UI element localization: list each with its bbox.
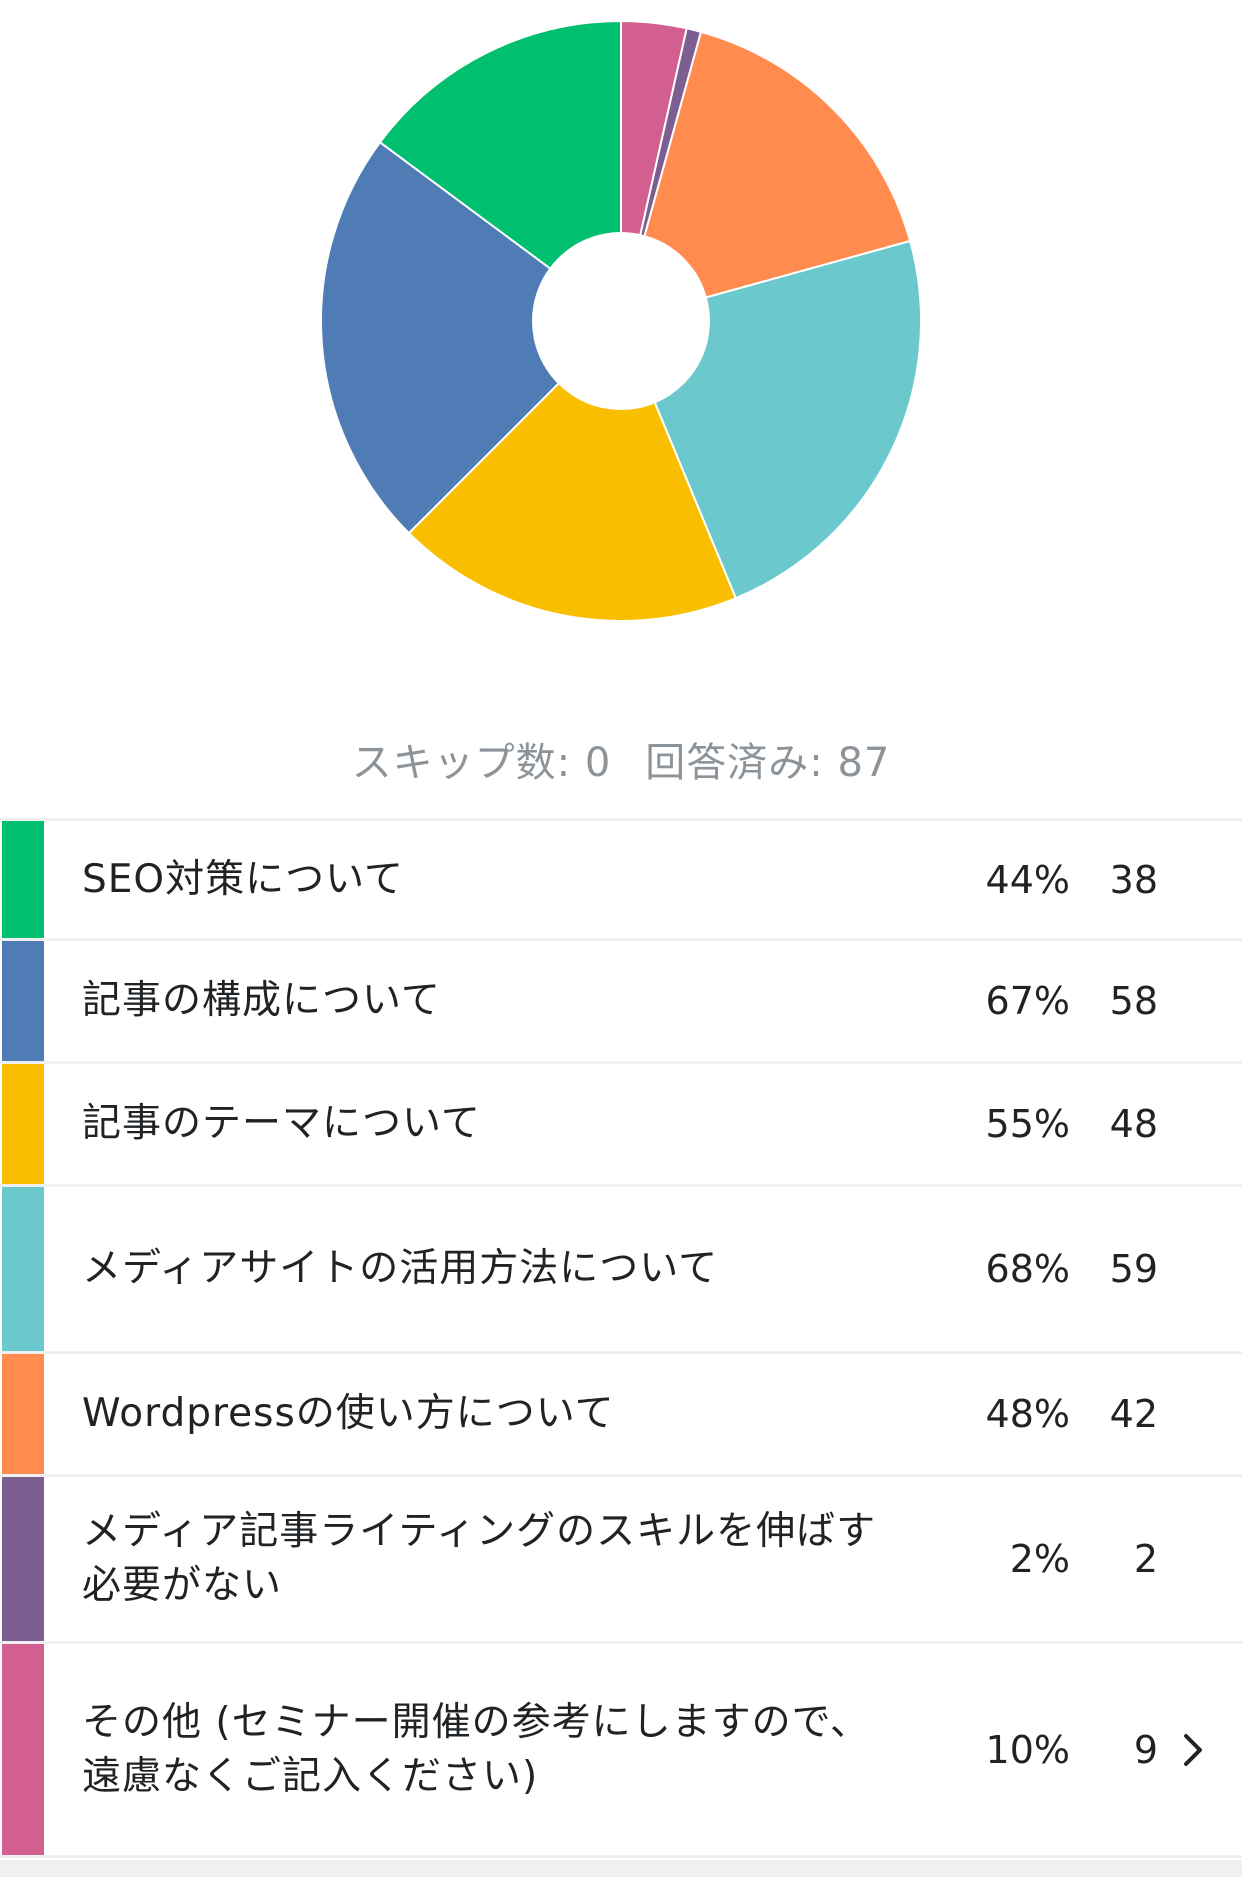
skipped-count: スキップ数: 0 (351, 740, 612, 786)
pie-slice (378, 19, 622, 323)
legend-swatch (2, 1477, 44, 1641)
answer-label: メディア記事ライティングのスキルを伸ばす 必要がない (82, 1509, 877, 1608)
pie-slice (619, 30, 912, 323)
answer-label: SEO対策について (82, 856, 404, 902)
pie-slice (320, 140, 623, 535)
legend-swatch (2, 1354, 44, 1474)
answer-count: 58 (1109, 979, 1158, 1023)
answer-percentage: 10% (985, 1727, 1070, 1772)
answer-label: 記事の構成について (82, 978, 441, 1023)
answer-percentage: 68% (985, 1247, 1070, 1291)
answer-label: メディアサイトの活用方法について (82, 1246, 719, 1291)
answer-label: 記事のテーマについて (82, 1101, 481, 1146)
table-row-other[interactable]: その他 (セミナー開催の参考にしますので、 遠慮なくご記入ください) 10% 9 (0, 1644, 1242, 1858)
response-summary: スキップ数: 0 回答済み: 87 (0, 730, 1242, 788)
answer-count: 2 (1133, 1537, 1158, 1581)
answer-percentage: 44% (985, 857, 1070, 902)
answer-label: その他 (セミナー開催の参考にしますので、 遠慮なくご記入ください) (82, 1699, 871, 1799)
legend-swatch (2, 1644, 44, 1855)
table-row: メディア記事ライティングのスキルを伸ばす 必要がない 2% 2 (0, 1477, 1242, 1644)
answer-label: Wordpressの使い方について (82, 1391, 615, 1436)
answered-count: 回答済み: 87 (645, 740, 891, 786)
answer-count: 38 (1109, 857, 1158, 902)
answer-count: 59 (1109, 1247, 1158, 1291)
table-row: 記事のテーマについて 55% 48 (0, 1064, 1242, 1187)
legend-swatch (2, 821, 44, 938)
answer-count: 42 (1109, 1392, 1158, 1436)
donut-hole (532, 232, 710, 410)
table-row: メディアサイトの活用方法について 68% 59 (0, 1187, 1242, 1354)
answer-percentage: 55% (985, 1102, 1070, 1146)
chevron-right-icon[interactable] (1178, 1730, 1208, 1770)
table-row: Wordpressの使い方について 48% 42 (0, 1354, 1242, 1477)
bottom-divider (0, 1860, 1242, 1877)
donut-chart-svg (320, 19, 922, 622)
answer-percentage: 48% (985, 1392, 1070, 1436)
answer-percentage: 67% (985, 979, 1070, 1023)
pie-slice (407, 319, 738, 622)
answer-table: SEO対策について 44% 38 記事の構成について 67% 58 記事のテーマ… (0, 818, 1242, 1858)
table-row: 記事の構成について 67% 58 (0, 941, 1242, 1064)
answer-count: 48 (1109, 1102, 1158, 1146)
donut-chart (0, 0, 1242, 660)
legend-swatch (2, 1187, 44, 1351)
table-row: SEO対策について 44% 38 (0, 818, 1242, 941)
answer-count: 9 (1133, 1727, 1158, 1772)
legend-swatch (2, 1064, 44, 1184)
legend-swatch (2, 941, 44, 1061)
answer-percentage: 2% (1009, 1537, 1070, 1581)
